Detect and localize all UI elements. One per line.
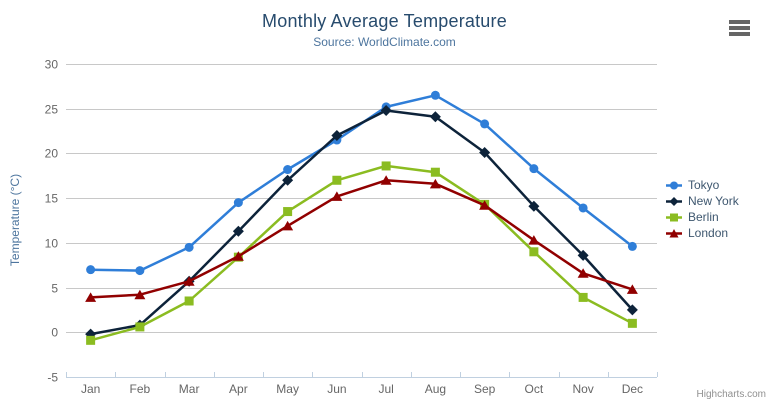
marker-berlin-dec[interactable]: [627, 318, 637, 328]
hamburger-icon[interactable]: [729, 20, 750, 36]
legend-marker-square-icon: [666, 213, 682, 221]
marker-tokyo-oct[interactable]: [529, 164, 539, 174]
marker-london-jul[interactable]: [380, 175, 392, 185]
marker-berlin-jul[interactable]: [381, 161, 391, 171]
marker-new-york-oct[interactable]: [528, 200, 540, 212]
y-tick-label: 10: [45, 237, 59, 251]
x-tick-label: Jun: [327, 382, 346, 396]
marker-berlin-jun[interactable]: [332, 175, 342, 185]
legend-label: London: [688, 226, 729, 240]
x-tick-label: Apr: [229, 382, 248, 396]
marker-london-apr[interactable]: [232, 251, 244, 261]
marker-new-york-dec[interactable]: [626, 304, 638, 316]
x-tick-label: May: [276, 382, 299, 396]
marker-london-oct[interactable]: [528, 235, 540, 245]
y-tick-label: 25: [45, 103, 59, 117]
legend-label: Berlin: [688, 210, 719, 224]
marker-london-jun[interactable]: [331, 191, 343, 201]
hamburger-bar: [729, 26, 750, 30]
x-tick-label: Sep: [474, 382, 496, 396]
marker-london-nov[interactable]: [577, 268, 589, 278]
legend-marker-circle-icon: [666, 181, 682, 189]
marker-london-mar[interactable]: [183, 276, 195, 286]
marker-berlin-may[interactable]: [283, 207, 293, 217]
marker-berlin-feb[interactable]: [135, 322, 145, 332]
x-tick-label: Aug: [425, 382, 446, 396]
marker-london-feb[interactable]: [134, 289, 146, 300]
marker-new-york-apr[interactable]: [232, 225, 244, 237]
marker-new-york-nov[interactable]: [577, 249, 589, 261]
legend-marker-triangle-icon: [666, 228, 682, 237]
marker-new-york-may[interactable]: [282, 174, 294, 186]
marker-london-jan[interactable]: [85, 292, 97, 302]
hamburger-bar: [729, 20, 750, 24]
marker-new-york-sep[interactable]: [479, 147, 491, 159]
marker-tokyo-mar[interactable]: [184, 242, 194, 252]
marker-tokyo-sep[interactable]: [480, 119, 490, 129]
marker-tokyo-jan[interactable]: [86, 265, 96, 275]
marker-tokyo-nov[interactable]: [578, 203, 588, 213]
marker-new-york-aug[interactable]: [429, 111, 441, 123]
chart-subtitle: Source: WorldClimate.com: [313, 35, 456, 49]
marker-new-york-jul[interactable]: [380, 105, 392, 117]
legend-item-new-york[interactable]: New York: [666, 193, 739, 209]
x-tick-label: Jul: [378, 382, 393, 396]
x-tick-label: Feb: [130, 382, 151, 396]
credits-link[interactable]: Highcharts.com: [696, 389, 766, 400]
y-tick-label: 15: [45, 192, 59, 206]
marker-berlin-nov[interactable]: [578, 292, 588, 302]
marker-tokyo-aug[interactable]: [430, 90, 440, 100]
series-line-berlin[interactable]: [89, 164, 634, 342]
legend-label: New York: [688, 194, 739, 208]
legend-label: Tokyo: [688, 178, 720, 192]
y-tick-label: 0: [51, 326, 58, 340]
x-tick-label: Oct: [525, 382, 544, 396]
chart-title: Monthly Average Temperature: [262, 11, 507, 31]
x-tick-label: Dec: [622, 382, 643, 396]
legend-marker-diamond-icon: [666, 196, 682, 206]
marker-london-dec[interactable]: [626, 284, 638, 294]
series-line-tokyo[interactable]: [89, 94, 634, 272]
marker-london-sep[interactable]: [479, 200, 491, 210]
legend-item-london[interactable]: London: [666, 225, 739, 241]
legend: Tokyo New York Berlin London: [666, 177, 739, 241]
series-line-new-york[interactable]: [89, 109, 634, 336]
hamburger-bar: [729, 32, 750, 36]
marker-tokyo-feb[interactable]: [135, 266, 145, 276]
marker-tokyo-apr[interactable]: [233, 198, 243, 208]
x-tick-label: Jan: [81, 382, 100, 396]
marker-new-york-jun[interactable]: [331, 130, 343, 142]
marker-london-aug[interactable]: [429, 178, 441, 189]
marker-london-may[interactable]: [282, 220, 294, 231]
y-tick-label: -5: [47, 371, 58, 385]
marker-tokyo-may[interactable]: [283, 165, 293, 175]
marker-tokyo-dec[interactable]: [627, 241, 637, 251]
marker-berlin-oct[interactable]: [529, 247, 539, 257]
x-tick-label: Nov: [572, 382, 593, 396]
y-tick-label: 30: [45, 58, 59, 72]
marker-berlin-jan[interactable]: [86, 335, 96, 345]
series-line-london[interactable]: [89, 179, 634, 299]
y-tick-label: 5: [51, 282, 58, 296]
marker-berlin-mar[interactable]: [184, 296, 194, 306]
marker-berlin-aug[interactable]: [430, 167, 440, 177]
legend-item-berlin[interactable]: Berlin: [666, 209, 739, 225]
x-tick-label: Mar: [179, 382, 200, 396]
y-tick-label: 20: [45, 147, 59, 161]
legend-item-tokyo[interactable]: Tokyo: [666, 177, 739, 193]
